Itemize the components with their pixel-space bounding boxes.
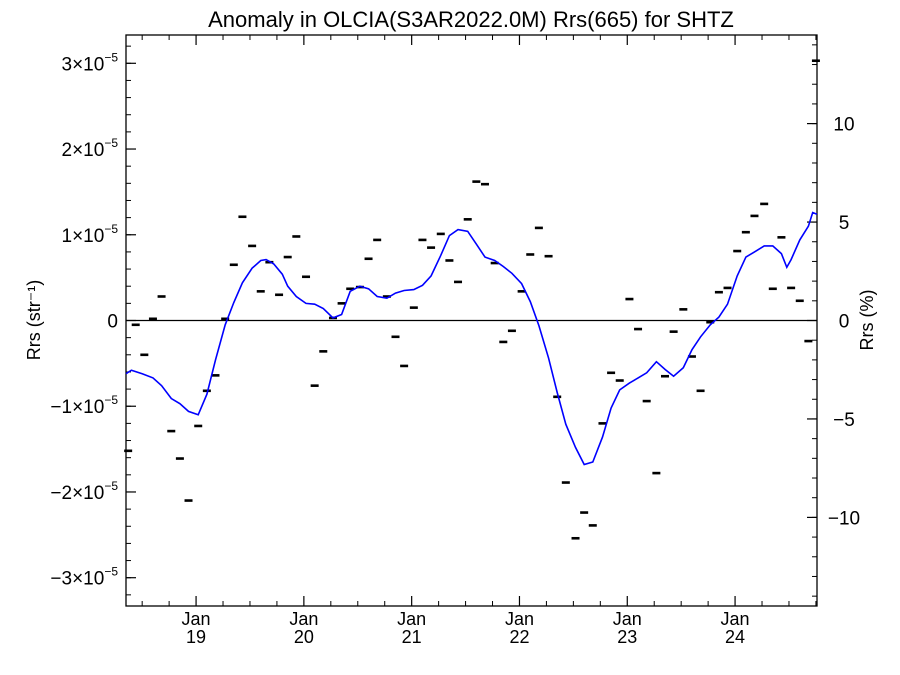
- x-tick-year-label: 23: [617, 627, 637, 647]
- x-tick-month-label: Jan: [721, 609, 750, 629]
- left-tick-label: −2×10−5: [50, 479, 118, 504]
- left-tick-label: −3×10−5: [50, 565, 118, 590]
- x-tick-year-label: 19: [186, 627, 206, 647]
- right-tick-label: −10: [828, 508, 860, 529]
- left-tick-mantissa: −3×10: [50, 569, 104, 590]
- left-tick-exponent: −5: [104, 136, 118, 150]
- x-tick-year-label: 24: [725, 627, 745, 647]
- y-axis-label-left: Rrs (str⁻¹): [24, 280, 44, 360]
- left-axis-ticks: 3×10−52×10−51×10−50−1×10−5−2×10−5−3×10−5: [50, 45, 136, 596]
- left-tick-mantissa: −2×10: [50, 483, 104, 504]
- running-mean-series: [125, 211, 818, 466]
- left-tick-label: 1×10−5: [62, 222, 119, 247]
- x-tick-year-label: 22: [509, 627, 529, 647]
- monthly-anomaly-markers: [124, 59, 820, 540]
- right-tick-label: 10: [833, 115, 854, 136]
- left-tick-mantissa: 0: [107, 312, 118, 333]
- right-tick-label: −5: [833, 410, 855, 431]
- left-tick-mantissa: 1×10: [62, 226, 105, 247]
- left-tick-label: 0: [107, 312, 118, 333]
- x-tick-year-label: 20: [294, 627, 314, 647]
- x-tick-year-label: 21: [402, 627, 422, 647]
- chart-title: Anomaly in OLCIA(S3AR2022.0M) Rrs(665) f…: [208, 7, 734, 32]
- x-tick-month-label: Jan: [613, 609, 642, 629]
- left-tick-mantissa: 2×10: [62, 140, 105, 161]
- left-tick-mantissa: −1×10: [50, 397, 104, 418]
- left-tick-label: −1×10−5: [50, 393, 118, 418]
- x-tick-month-label: Jan: [289, 609, 318, 629]
- right-tick-label: 0: [839, 312, 850, 333]
- left-tick-exponent: −5: [104, 222, 118, 236]
- x-tick-month-label: Jan: [505, 609, 534, 629]
- running-mean-line: [125, 211, 818, 466]
- left-tick-label: 3×10−5: [62, 50, 119, 75]
- right-tick-label: 5: [839, 213, 850, 234]
- right-axis-ticks: 10 5 0 −5 −10: [807, 44, 860, 597]
- left-tick-exponent: −5: [104, 393, 118, 407]
- left-tick-exponent: −5: [104, 565, 118, 579]
- left-tick-exponent: −5: [104, 479, 118, 493]
- y-axis-label-right: Rrs (%): [857, 290, 877, 351]
- left-tick-exponent: −5: [104, 50, 118, 64]
- x-tick-month-label: Jan: [397, 609, 426, 629]
- x-tick-month-label: Jan: [182, 609, 211, 629]
- left-tick-mantissa: 3×10: [62, 54, 105, 75]
- left-tick-label: 2×10−5: [62, 136, 119, 161]
